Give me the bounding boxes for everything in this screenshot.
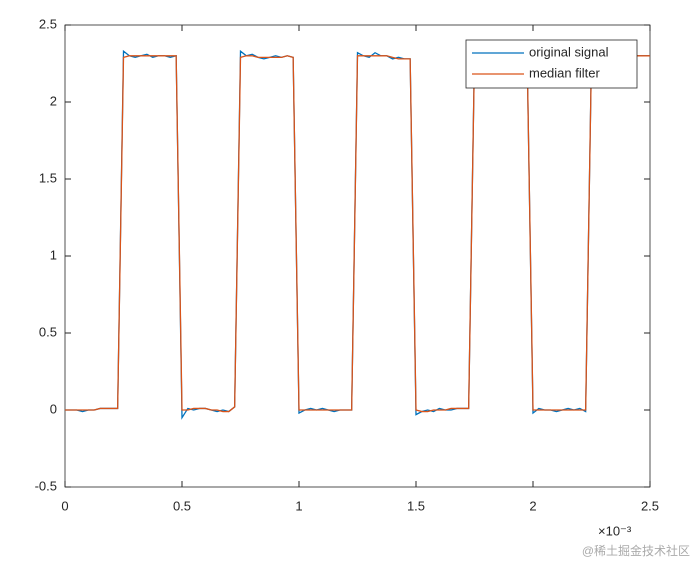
x-tick-label: 0 [61, 498, 68, 513]
y-tick-label: 0 [50, 401, 57, 416]
y-tick-label: 1.5 [39, 170, 57, 185]
legend-label: original signal [529, 44, 609, 59]
watermark: @稀土掘金技术社区 [582, 543, 690, 558]
y-tick-label: -0.5 [35, 478, 57, 493]
x-tick-label: 2.5 [641, 498, 659, 513]
x-tick-label: 1 [295, 498, 302, 513]
y-tick-label: 2.5 [39, 16, 57, 31]
y-tick-label: 2 [50, 93, 57, 108]
y-tick-label: 1 [50, 247, 57, 262]
x-tick-label: 1.5 [407, 498, 425, 513]
y-tick-label: 0.5 [39, 324, 57, 339]
x-tick-label: 0.5 [173, 498, 191, 513]
legend-label: median filter [529, 65, 600, 80]
legend-box [465, 39, 638, 89]
x-tick-label: 2 [529, 498, 536, 513]
series-line [65, 55, 650, 413]
x-multiplier: ×10⁻³ [598, 523, 632, 538]
